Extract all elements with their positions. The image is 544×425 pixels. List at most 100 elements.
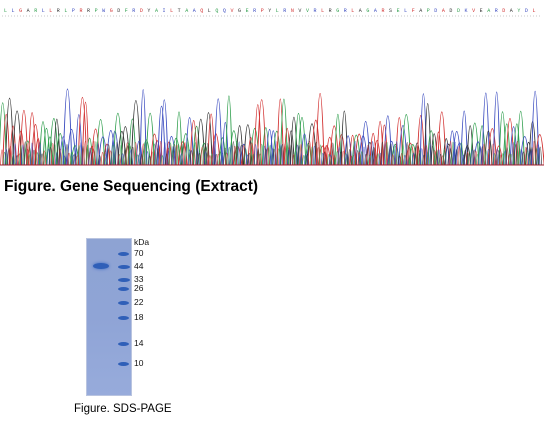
base-letter: R bbox=[87, 8, 90, 14]
trace-peak bbox=[145, 112, 155, 166]
trace-peak bbox=[153, 140, 162, 166]
trace-peak bbox=[130, 99, 141, 166]
trace-peak bbox=[369, 132, 377, 166]
base-letter: G bbox=[238, 8, 241, 14]
trace-peak bbox=[139, 89, 147, 166]
base-letter: L bbox=[12, 8, 15, 14]
trace-peak bbox=[62, 88, 73, 166]
base-letter: P bbox=[72, 8, 75, 14]
trace-peak bbox=[380, 124, 388, 166]
trace-noise bbox=[478, 145, 483, 166]
base-letter: L bbox=[208, 8, 211, 14]
trace-peak bbox=[27, 112, 37, 166]
trace-noise bbox=[245, 154, 250, 166]
trace-noise bbox=[327, 153, 331, 166]
trace-noise bbox=[347, 149, 352, 166]
trace-noise bbox=[237, 141, 242, 166]
base-letter: A bbox=[374, 8, 377, 14]
trace-noise bbox=[495, 148, 500, 166]
base-letter: Y bbox=[268, 8, 271, 14]
trace-peak bbox=[192, 126, 201, 166]
ladder-label: 44 bbox=[134, 261, 144, 271]
trace-noise bbox=[417, 150, 422, 166]
trace-noise bbox=[127, 150, 132, 166]
trace-noise bbox=[243, 148, 248, 166]
trace-noise bbox=[166, 147, 171, 166]
trace-noise bbox=[96, 142, 100, 166]
trace-noise bbox=[7, 147, 11, 166]
trace-peak bbox=[253, 104, 262, 166]
trace-noise bbox=[195, 148, 200, 166]
trace-noise bbox=[426, 151, 431, 166]
trace-peak bbox=[349, 134, 357, 166]
trace-noise bbox=[440, 155, 445, 166]
base-letter: D bbox=[140, 8, 143, 14]
trace-noise bbox=[524, 146, 528, 166]
trace-noise bbox=[223, 147, 227, 166]
trace-noise bbox=[200, 146, 205, 166]
trace-peak bbox=[2, 113, 11, 166]
ladder-label: 22 bbox=[134, 297, 144, 307]
base-letter: L bbox=[170, 8, 173, 14]
base-letter: A bbox=[359, 8, 362, 14]
base-letter: L bbox=[533, 8, 536, 14]
base-letter: A bbox=[155, 8, 158, 14]
base-letter: D bbox=[502, 8, 505, 14]
trace-noise bbox=[279, 143, 283, 166]
trace-noise bbox=[499, 154, 503, 166]
trace-peak bbox=[256, 99, 267, 166]
trace-noise bbox=[43, 151, 48, 166]
trace-peak bbox=[498, 111, 507, 166]
trace-peak bbox=[334, 113, 342, 166]
base-letter: V bbox=[306, 8, 309, 14]
trace-noise bbox=[46, 148, 51, 166]
sds-page-caption: Figure. SDS-PAGE bbox=[74, 403, 172, 415]
trace-noise bbox=[175, 144, 179, 166]
trace-peak bbox=[157, 105, 166, 166]
trace-noise bbox=[366, 144, 370, 166]
trace-peak bbox=[531, 91, 540, 166]
base-letter: R bbox=[34, 8, 37, 14]
trace-noise bbox=[320, 152, 325, 166]
base-letter: A bbox=[419, 8, 422, 14]
trace-noise bbox=[453, 141, 458, 166]
base-letter: A bbox=[27, 8, 30, 14]
trace-noise bbox=[19, 145, 23, 166]
trace-noise bbox=[312, 145, 317, 166]
trace-noise bbox=[202, 146, 207, 166]
base-letter: R bbox=[132, 8, 135, 14]
trace-noise bbox=[302, 155, 306, 166]
trace-noise bbox=[251, 153, 256, 166]
trace-peak bbox=[39, 121, 47, 166]
base-letter: P bbox=[427, 8, 430, 14]
base-letter: Y bbox=[517, 8, 520, 14]
base-letter: D bbox=[457, 8, 460, 14]
base-letter: G bbox=[110, 8, 113, 14]
base-letter: F bbox=[412, 8, 415, 14]
trace-noise bbox=[17, 153, 22, 166]
trace-noise bbox=[473, 150, 478, 166]
trace-peak bbox=[160, 99, 169, 166]
ladder-band bbox=[118, 316, 129, 320]
trace-noise bbox=[393, 145, 398, 166]
trace-noise bbox=[343, 152, 348, 166]
trace-peak bbox=[141, 139, 151, 166]
trace-noise bbox=[231, 141, 236, 166]
base-letter: V bbox=[472, 8, 475, 14]
sample-band bbox=[93, 263, 109, 269]
trace-noise bbox=[171, 146, 175, 166]
trace-noise bbox=[2, 151, 7, 166]
trace-noise bbox=[437, 149, 441, 166]
base-letter: D bbox=[117, 8, 120, 14]
trace-noise bbox=[90, 151, 95, 166]
trace-noise bbox=[304, 153, 308, 166]
chromatogram-traces bbox=[0, 88, 544, 166]
base-letter: R bbox=[344, 8, 347, 14]
base-letter: L bbox=[321, 8, 324, 14]
trace-noise bbox=[394, 141, 399, 166]
base-letter: S bbox=[389, 8, 392, 14]
kda-unit-label: kDa bbox=[134, 237, 150, 247]
base-letter: G bbox=[366, 8, 369, 14]
ladder-band bbox=[118, 301, 129, 305]
